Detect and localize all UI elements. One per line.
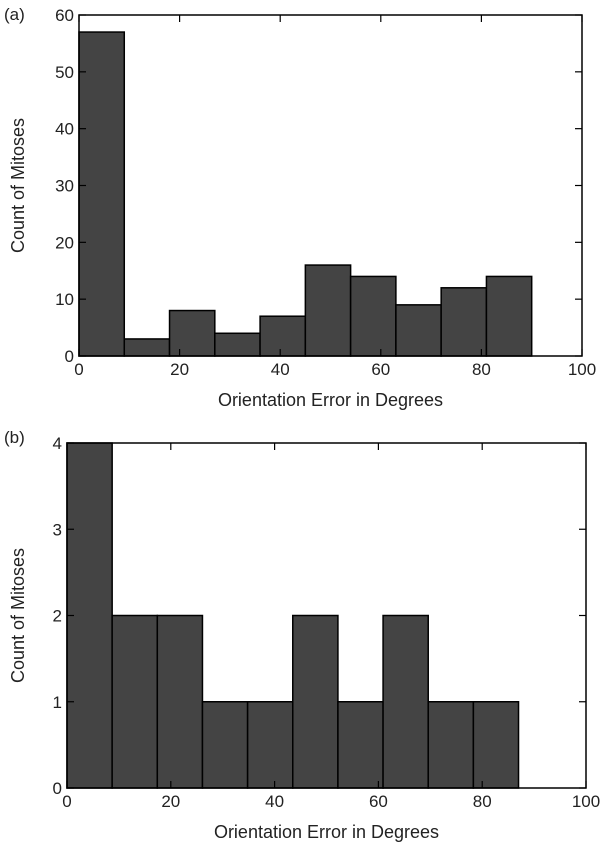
- x-tick-label: 40: [265, 792, 284, 811]
- bar-3: [201, 701, 249, 789]
- x-tick-label: 80: [472, 360, 491, 379]
- bar-4: [246, 701, 294, 789]
- y-tick-label: 0: [53, 779, 62, 798]
- y-tick-label: 1: [53, 693, 62, 712]
- y-tick-label: 60: [55, 6, 74, 25]
- bar-3: [214, 332, 261, 357]
- x-axis-title: Orientation Error in Degrees: [214, 822, 439, 842]
- panel-label-a: (a): [4, 5, 25, 24]
- y-axis-title: Count of Mitoses: [8, 548, 28, 683]
- x-tick-label: 80: [473, 792, 492, 811]
- x-tick-label: 100: [568, 360, 596, 379]
- y-tick-label: 0: [65, 347, 74, 366]
- histogram-a: 0 20 40 60 80 100 0 10 20 30 40 50 60 Orientation Err…: [8, 6, 596, 410]
- x-tick-label: 40: [271, 360, 290, 379]
- bar-8: [427, 701, 475, 789]
- histogram-b: 0 20 40 60 80 100 0 1 2 3 4 Orientation Error in De…: [8, 434, 600, 842]
- bar-0: [78, 31, 126, 357]
- bar-0: [66, 442, 113, 789]
- y-tick-label: 4: [53, 434, 62, 453]
- bar-4: [259, 315, 307, 357]
- bar-7: [395, 304, 442, 357]
- chart-panel-b: (b) 0 20 40 60 80 100 0 1 2 3 4 Orientation Error i…: [0, 425, 613, 847]
- bar-9: [472, 701, 520, 789]
- bar-5: [304, 264, 352, 357]
- y-tick-label: 10: [55, 290, 74, 309]
- y-tick-label: 3: [53, 520, 62, 539]
- x-tick-label: 20: [161, 792, 180, 811]
- bar-6: [337, 701, 384, 789]
- bar-1: [123, 338, 171, 357]
- x-tick-label: 0: [74, 360, 83, 379]
- bar-9: [485, 275, 533, 357]
- bar-6: [349, 275, 397, 357]
- bar-5: [292, 614, 339, 789]
- y-tick-label: 20: [55, 233, 74, 252]
- x-tick-label: 0: [62, 792, 71, 811]
- y-tick-label: 40: [55, 120, 74, 139]
- x-axis-title: Orientation Error in Degrees: [218, 390, 443, 410]
- y-axis-title: Count of Mitoses: [8, 118, 28, 253]
- chart-panel-a: (a) 0 20 40 60 80 100 0 10 20 30 40 50 60 Orientation…: [4, 5, 596, 410]
- x-tick-label: 60: [369, 792, 388, 811]
- bar-1: [111, 614, 159, 789]
- y-tick-label: 30: [55, 177, 74, 196]
- bar-2: [168, 309, 216, 357]
- x-tick-label: 20: [170, 360, 189, 379]
- panel-label-b: (b): [4, 428, 25, 447]
- bar-2: [156, 614, 204, 789]
- bar-7: [382, 614, 429, 789]
- y-tick-label: 50: [55, 63, 74, 82]
- bar-8: [440, 287, 488, 357]
- x-tick-label: 60: [371, 360, 390, 379]
- x-tick-label: 100: [572, 792, 600, 811]
- y-tick-label: 2: [53, 607, 62, 626]
